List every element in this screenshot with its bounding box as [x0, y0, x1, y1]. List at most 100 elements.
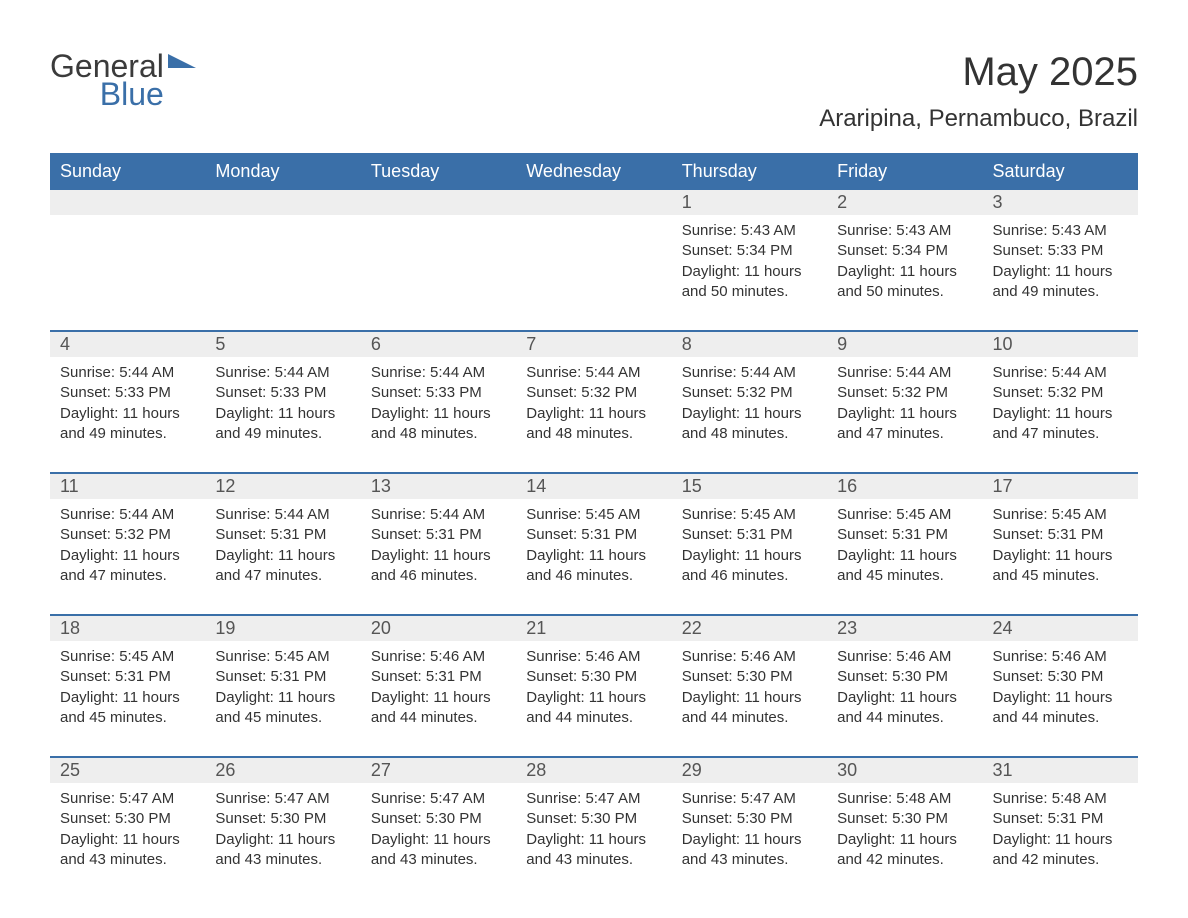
sunrise-text: Sunrise: 5:47 AM — [60, 789, 195, 809]
daylight-text: Daylight: 11 hours and 43 minutes. — [60, 830, 195, 871]
daylight-text: Daylight: 11 hours and 43 minutes. — [526, 830, 661, 871]
calendar-table: SundayMondayTuesdayWednesdayThursdayFrid… — [50, 153, 1138, 898]
day-info-cell: Sunrise: 5:46 AMSunset: 5:30 PMDaylight:… — [827, 641, 982, 757]
sunset-text: Sunset: 5:30 PM — [60, 809, 195, 829]
sunset-text: Sunset: 5:31 PM — [837, 525, 972, 545]
day-number-cell: 5 — [205, 332, 360, 357]
sunset-text: Sunset: 5:30 PM — [526, 667, 661, 687]
day-number-cell — [205, 190, 360, 215]
day-info-cell: Sunrise: 5:44 AMSunset: 5:32 PMDaylight:… — [672, 357, 827, 473]
day-info-cell: Sunrise: 5:45 AMSunset: 5:31 PMDaylight:… — [983, 499, 1138, 615]
daylight-text: Daylight: 11 hours and 46 minutes. — [682, 546, 817, 587]
sunset-text: Sunset: 5:31 PM — [993, 525, 1128, 545]
day-info-cell: Sunrise: 5:46 AMSunset: 5:30 PMDaylight:… — [672, 641, 827, 757]
sunset-text: Sunset: 5:34 PM — [682, 241, 817, 261]
day-number-cell: 27 — [361, 758, 516, 783]
daylight-text: Daylight: 11 hours and 43 minutes. — [371, 830, 506, 871]
sunset-text: Sunset: 5:33 PM — [60, 383, 195, 403]
day-info-cell: Sunrise: 5:46 AMSunset: 5:31 PMDaylight:… — [361, 641, 516, 757]
day-info-cell: Sunrise: 5:47 AMSunset: 5:30 PMDaylight:… — [516, 783, 671, 898]
sunrise-text: Sunrise: 5:46 AM — [993, 647, 1128, 667]
day-info-cell: Sunrise: 5:43 AMSunset: 5:34 PMDaylight:… — [672, 215, 827, 331]
day-number-cell: 7 — [516, 332, 671, 357]
sunset-text: Sunset: 5:32 PM — [837, 383, 972, 403]
day-number-row: 18192021222324 — [50, 616, 1138, 641]
sunrise-text: Sunrise: 5:46 AM — [837, 647, 972, 667]
day-number-cell: 16 — [827, 474, 982, 499]
day-info-cell: Sunrise: 5:45 AMSunset: 5:31 PMDaylight:… — [516, 499, 671, 615]
sunset-text: Sunset: 5:30 PM — [215, 809, 350, 829]
day-number-cell: 14 — [516, 474, 671, 499]
day-number-cell: 1 — [672, 190, 827, 215]
sunset-text: Sunset: 5:32 PM — [526, 383, 661, 403]
day-info-cell: Sunrise: 5:43 AMSunset: 5:33 PMDaylight:… — [983, 215, 1138, 331]
day-number-cell: 17 — [983, 474, 1138, 499]
day-info-cell: Sunrise: 5:47 AMSunset: 5:30 PMDaylight:… — [361, 783, 516, 898]
day-info-cell: Sunrise: 5:44 AMSunset: 5:32 PMDaylight:… — [827, 357, 982, 473]
page-title: May 2025 — [819, 50, 1138, 95]
day-number-row: 45678910 — [50, 332, 1138, 357]
sunrise-text: Sunrise: 5:44 AM — [60, 363, 195, 383]
day-number-row: 11121314151617 — [50, 474, 1138, 499]
daylight-text: Daylight: 11 hours and 49 minutes. — [60, 404, 195, 445]
day-number-cell: 31 — [983, 758, 1138, 783]
sunrise-text: Sunrise: 5:45 AM — [60, 647, 195, 667]
sunrise-text: Sunrise: 5:45 AM — [215, 647, 350, 667]
weekday-header: Monday — [205, 153, 360, 190]
day-info-cell: Sunrise: 5:48 AMSunset: 5:31 PMDaylight:… — [983, 783, 1138, 898]
day-number-cell: 25 — [50, 758, 205, 783]
daylight-text: Daylight: 11 hours and 48 minutes. — [371, 404, 506, 445]
sunrise-text: Sunrise: 5:43 AM — [682, 221, 817, 241]
daylight-text: Daylight: 11 hours and 48 minutes. — [682, 404, 817, 445]
day-info-cell: Sunrise: 5:44 AMSunset: 5:32 PMDaylight:… — [983, 357, 1138, 473]
day-number-cell: 20 — [361, 616, 516, 641]
daylight-text: Daylight: 11 hours and 46 minutes. — [371, 546, 506, 587]
day-number-cell: 29 — [672, 758, 827, 783]
sunset-text: Sunset: 5:31 PM — [60, 667, 195, 687]
logo-mark-icon — [168, 54, 196, 68]
weekday-header: Tuesday — [361, 153, 516, 190]
day-info-cell: Sunrise: 5:46 AMSunset: 5:30 PMDaylight:… — [516, 641, 671, 757]
logo: General Blue — [50, 50, 196, 110]
sunrise-text: Sunrise: 5:44 AM — [371, 505, 506, 525]
day-number-cell: 10 — [983, 332, 1138, 357]
weekday-header: Thursday — [672, 153, 827, 190]
sunrise-text: Sunrise: 5:44 AM — [371, 363, 506, 383]
daylight-text: Daylight: 11 hours and 44 minutes. — [837, 688, 972, 729]
daylight-text: Daylight: 11 hours and 44 minutes. — [371, 688, 506, 729]
sunrise-text: Sunrise: 5:47 AM — [215, 789, 350, 809]
daylight-text: Daylight: 11 hours and 49 minutes. — [993, 262, 1128, 303]
sunset-text: Sunset: 5:33 PM — [371, 383, 506, 403]
sunrise-text: Sunrise: 5:48 AM — [993, 789, 1128, 809]
sunset-text: Sunset: 5:32 PM — [60, 525, 195, 545]
sunrise-text: Sunrise: 5:45 AM — [526, 505, 661, 525]
sunrise-text: Sunrise: 5:48 AM — [837, 789, 972, 809]
sunset-text: Sunset: 5:31 PM — [993, 809, 1128, 829]
sunrise-text: Sunrise: 5:43 AM — [993, 221, 1128, 241]
day-number-cell: 2 — [827, 190, 982, 215]
day-number-cell: 3 — [983, 190, 1138, 215]
sunset-text: Sunset: 5:30 PM — [526, 809, 661, 829]
day-info-cell: Sunrise: 5:44 AMSunset: 5:31 PMDaylight:… — [361, 499, 516, 615]
daylight-text: Daylight: 11 hours and 45 minutes. — [837, 546, 972, 587]
daylight-text: Daylight: 11 hours and 44 minutes. — [993, 688, 1128, 729]
sunset-text: Sunset: 5:30 PM — [682, 667, 817, 687]
day-number-cell: 24 — [983, 616, 1138, 641]
title-block: May 2025 Araripina, Pernambuco, Brazil — [819, 50, 1138, 133]
sunset-text: Sunset: 5:31 PM — [215, 667, 350, 687]
daylight-text: Daylight: 11 hours and 45 minutes. — [993, 546, 1128, 587]
sunset-text: Sunset: 5:31 PM — [526, 525, 661, 545]
day-info-cell: Sunrise: 5:44 AMSunset: 5:33 PMDaylight:… — [361, 357, 516, 473]
day-number-cell: 23 — [827, 616, 982, 641]
day-number-cell — [516, 190, 671, 215]
day-number-cell — [361, 190, 516, 215]
sunset-text: Sunset: 5:30 PM — [837, 809, 972, 829]
sunrise-text: Sunrise: 5:44 AM — [215, 363, 350, 383]
day-info-cell: Sunrise: 5:45 AMSunset: 5:31 PMDaylight:… — [827, 499, 982, 615]
sunrise-text: Sunrise: 5:47 AM — [371, 789, 506, 809]
sunset-text: Sunset: 5:31 PM — [682, 525, 817, 545]
sunrise-text: Sunrise: 5:46 AM — [526, 647, 661, 667]
sunrise-text: Sunrise: 5:44 AM — [993, 363, 1128, 383]
day-number-cell: 19 — [205, 616, 360, 641]
sunrise-text: Sunrise: 5:46 AM — [682, 647, 817, 667]
